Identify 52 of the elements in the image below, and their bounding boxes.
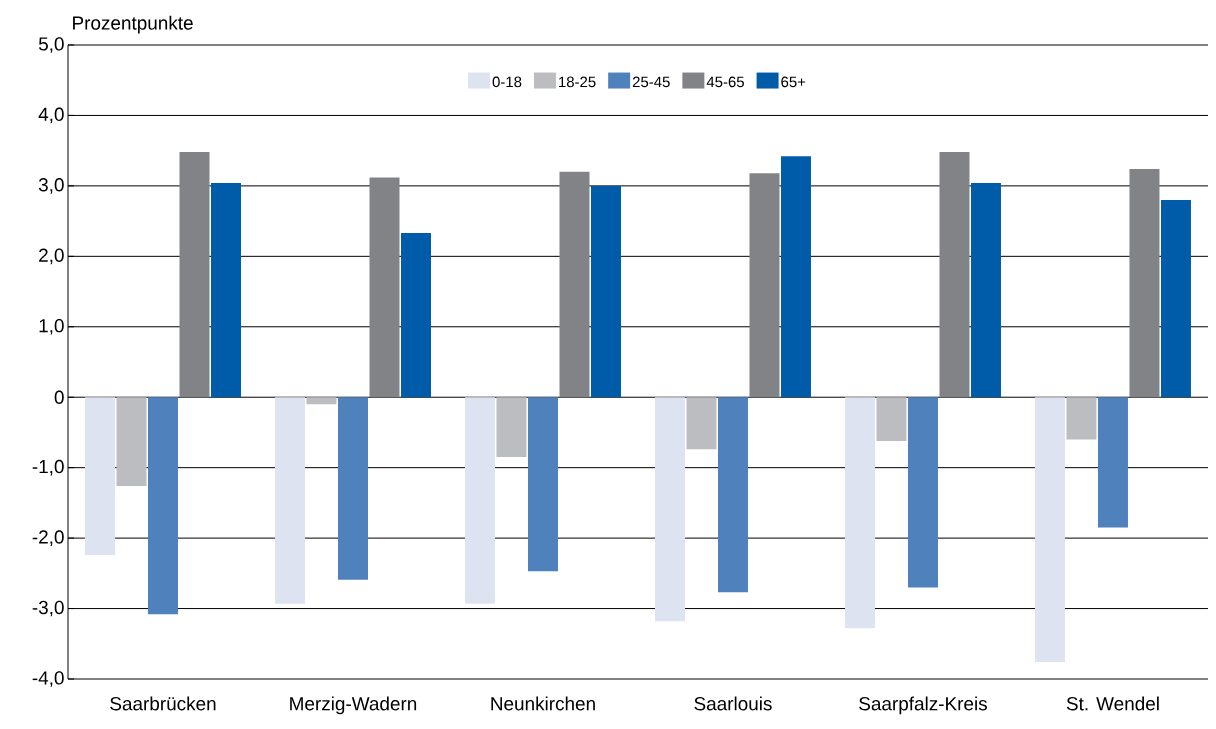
legend-label: 65+ — [781, 76, 806, 88]
y-tick-label: 3,0 — [38, 178, 64, 194]
bar — [1066, 397, 1097, 440]
y-tick-label: 0 — [54, 390, 64, 404]
y-tick-label: -2,0 — [32, 530, 64, 546]
x-tick-label: Saarpfalz-Kreis — [859, 696, 987, 715]
y-axis-title: Prozentpunkte — [73, 15, 193, 34]
bar — [1097, 397, 1128, 528]
bar — [686, 397, 717, 450]
bar — [179, 152, 210, 398]
bar — [211, 183, 241, 398]
bar — [590, 185, 621, 398]
bar — [559, 171, 590, 398]
y-tick-label: 5,0 — [38, 37, 64, 53]
y-tick-label: 4,0 — [38, 107, 64, 124]
bar — [780, 156, 811, 398]
x-tick-label: St. Wendel — [1066, 696, 1159, 711]
legend-label: 0-18 — [492, 76, 522, 88]
y-tick-label: -3,0 — [32, 600, 64, 617]
y-tick-label: -1,0 — [32, 459, 64, 476]
bar — [844, 397, 875, 629]
legend-label: 45-65 — [706, 76, 744, 88]
x-tick-label: Neunkirchen — [491, 696, 595, 711]
bar — [369, 177, 400, 398]
bar — [717, 397, 748, 593]
bar — [464, 397, 495, 604]
legend-label: 25-45 — [632, 76, 670, 88]
bar — [274, 397, 305, 604]
bar — [337, 397, 368, 580]
bar — [749, 173, 780, 398]
bar — [939, 152, 970, 398]
x-tick-label: Merzig-Wadern — [290, 696, 417, 715]
bar — [400, 233, 431, 398]
bar — [1129, 168, 1160, 398]
y-tick-label: 1,0 — [39, 318, 64, 335]
bar — [148, 397, 178, 615]
x-tick-label: Saarbrücken — [110, 696, 216, 711]
bar — [970, 183, 1001, 398]
bar — [306, 397, 337, 405]
bar — [654, 397, 685, 622]
y-tick-label: -4,0 — [32, 671, 64, 687]
y-tick-label: 2,0 — [39, 248, 64, 265]
legend-label: 18-25 — [559, 76, 596, 88]
bar — [85, 397, 115, 556]
bar — [1160, 199, 1191, 398]
bar — [1034, 397, 1065, 663]
bar — [876, 397, 907, 441]
x-tick-label: Saarlouis — [694, 696, 772, 711]
bar — [527, 397, 558, 572]
bar — [496, 397, 527, 458]
bar — [907, 397, 938, 588]
bar — [116, 397, 147, 486]
